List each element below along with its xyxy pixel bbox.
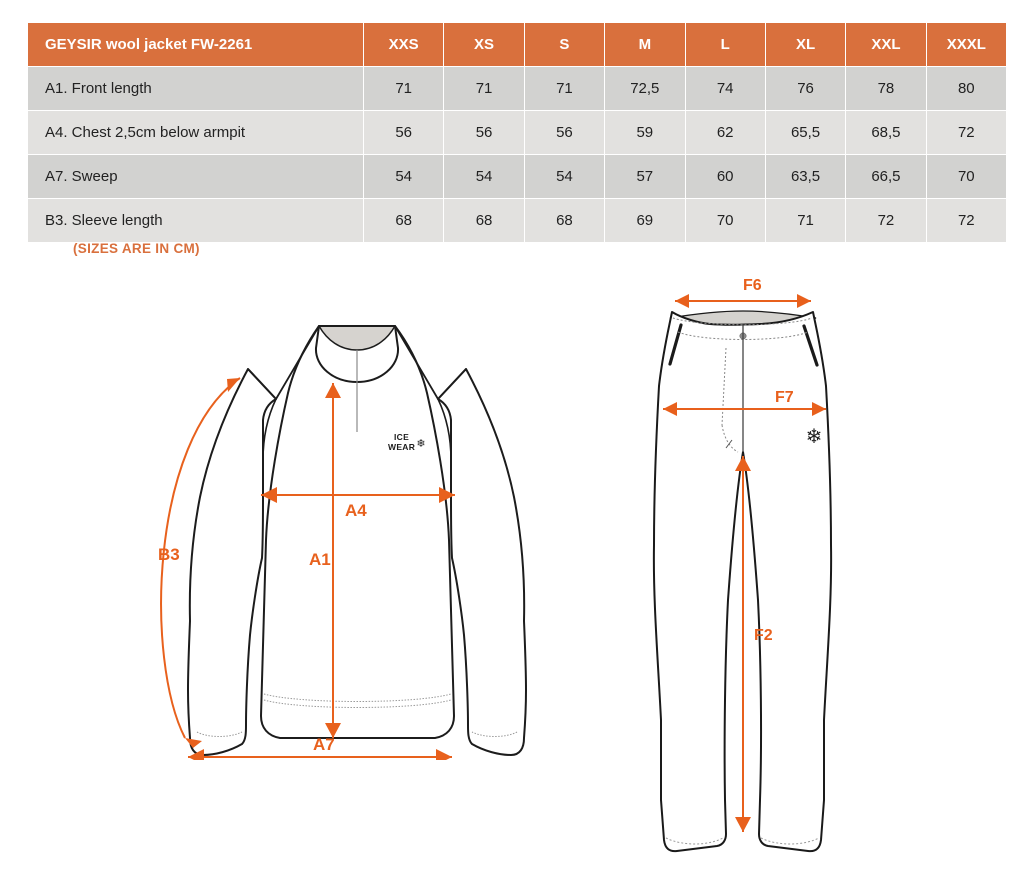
svg-text:❄: ❄ [416,438,425,450]
svg-text:❄: ❄ [806,426,823,448]
svg-text:A4: A4 [345,501,367,520]
svg-text:WEAR: WEAR [388,442,415,452]
svg-text:B3: B3 [158,545,180,564]
svg-text:A7: A7 [313,735,335,754]
svg-text:ICE: ICE [394,432,409,442]
svg-text:F6: F6 [743,277,762,294]
svg-text:F7: F7 [775,389,794,406]
svg-text:A1: A1 [309,550,331,569]
svg-text:F2: F2 [754,627,773,644]
